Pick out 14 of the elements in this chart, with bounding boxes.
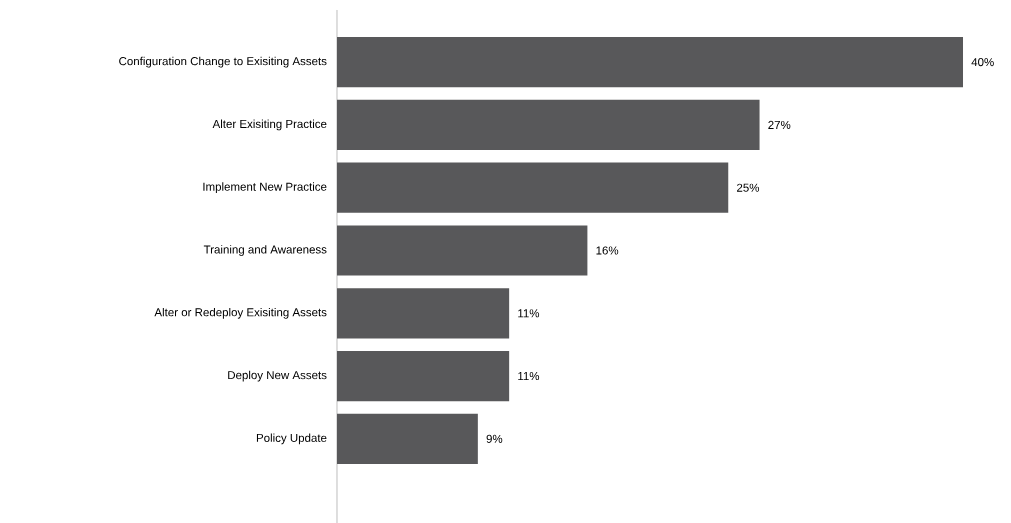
y-tick-label: Policy Update (256, 433, 327, 445)
data-label: 16% (596, 246, 619, 255)
y-tick-label: Training and Awareness (203, 245, 327, 256)
y-tick-label: Implement New Practice (203, 182, 327, 194)
data-label: 40% (971, 58, 994, 67)
data-label: 25% (737, 183, 760, 192)
data-label: 27% (768, 120, 791, 129)
y-tick-label: Deploy New Assets (228, 370, 327, 382)
data-label: 9% (486, 434, 503, 443)
data-label: 11% (518, 372, 540, 381)
y-tick-label: Alter or Redeploy Exisiting Assets (154, 307, 327, 319)
y-tick-label: Configuration Change to Exisiting Assets (119, 56, 327, 68)
data-label: 11% (518, 309, 540, 318)
y-tick-label: Alter Exisiting Practice (212, 119, 327, 131)
